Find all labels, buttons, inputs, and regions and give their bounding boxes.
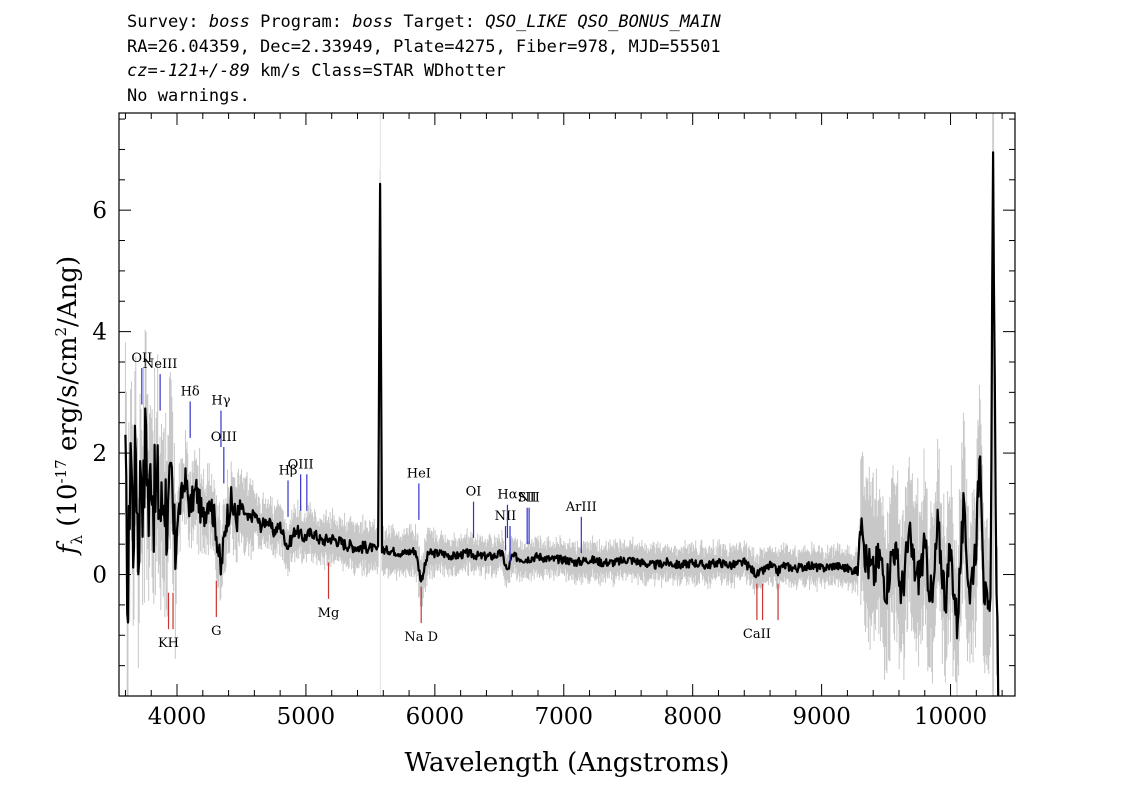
emission-line-label: SII	[518, 491, 537, 506]
survey-key: Survey:	[127, 12, 209, 32]
plot-frame	[118, 112, 1016, 697]
noise-band	[124, 113, 999, 696]
emission-line-label: Hα	[497, 488, 517, 503]
x-tick-label: 5000	[277, 704, 336, 730]
y-tick-label: 0	[92, 563, 107, 589]
x-tick-label: 9000	[792, 704, 851, 730]
axis-ticks: 4000 5000 6000 7000 8000 9000 10000 0 2 4 6	[92, 113, 1015, 730]
absorption-line-label: Mg	[318, 606, 340, 621]
absorption-line-label: G	[211, 624, 221, 639]
emission-line-label: Hδ	[181, 384, 200, 399]
absorption-line-label: KH	[158, 636, 179, 651]
redshift-value: cz=-121+/-89	[127, 61, 250, 81]
emission-line-label: NII	[518, 491, 540, 506]
x-tick-label: 6000	[406, 704, 465, 730]
absorption-line-label: Na D	[404, 630, 438, 645]
emission-line-label: OIII	[211, 430, 237, 445]
x-tick-label: 7000	[535, 704, 594, 730]
emission-line-label: Hβ	[279, 463, 298, 478]
x-tick-label: 10000	[914, 704, 987, 730]
y-tick-label: 4	[92, 320, 107, 346]
emission-line-label: OII	[131, 351, 152, 366]
header-line-coords: RA=26.04359, Dec=2.33949, Plate=4275, Fi…	[127, 36, 721, 57]
emission-line-label: OI	[466, 485, 482, 500]
header-line-warnings: No warnings.	[127, 85, 250, 106]
survey-value: boss	[208, 12, 250, 32]
absorption-line-label: CaII	[743, 627, 771, 642]
emission-line-label: HeI	[407, 466, 431, 481]
flux-line	[124, 151, 1000, 696]
emission-line-label: NeIII	[143, 357, 177, 372]
emission-line-label: OIII	[288, 457, 314, 472]
y-axis-title: fλ (10-17 erg/s/cm2/Ang)	[52, 256, 86, 556]
y-tick-label: 6	[92, 198, 107, 224]
emission-line-label: NII	[495, 509, 517, 524]
header-line-redshift: cz=-121+/-89 km/s Class=STAR WDhotter	[127, 59, 721, 84]
program-value: boss	[352, 12, 394, 32]
flux-series	[124, 151, 1000, 696]
x-tick-label: 4000	[148, 704, 207, 730]
class-value: km/s Class=STAR WDhotter	[249, 61, 506, 81]
program-key: Program:	[249, 12, 353, 32]
target-key: Target:	[393, 12, 486, 32]
target-value: QSO_LIKE QSO_BONUS_MAIN	[485, 12, 721, 32]
x-axis-title: Wavelength (Angstroms)	[405, 748, 730, 778]
header-line-survey: Survey: boss Program: boss Target: QSO_L…	[127, 10, 721, 35]
emission-line-label: ArIII	[565, 500, 597, 515]
spectrum-header: Survey: boss Program: boss Target: QSO_L…	[127, 10, 721, 108]
y-tick-label: 2	[92, 441, 107, 467]
x-tick-label: 8000	[663, 704, 722, 730]
emission-line-label: Hγ	[211, 394, 230, 409]
flux-error-band	[124, 113, 999, 696]
